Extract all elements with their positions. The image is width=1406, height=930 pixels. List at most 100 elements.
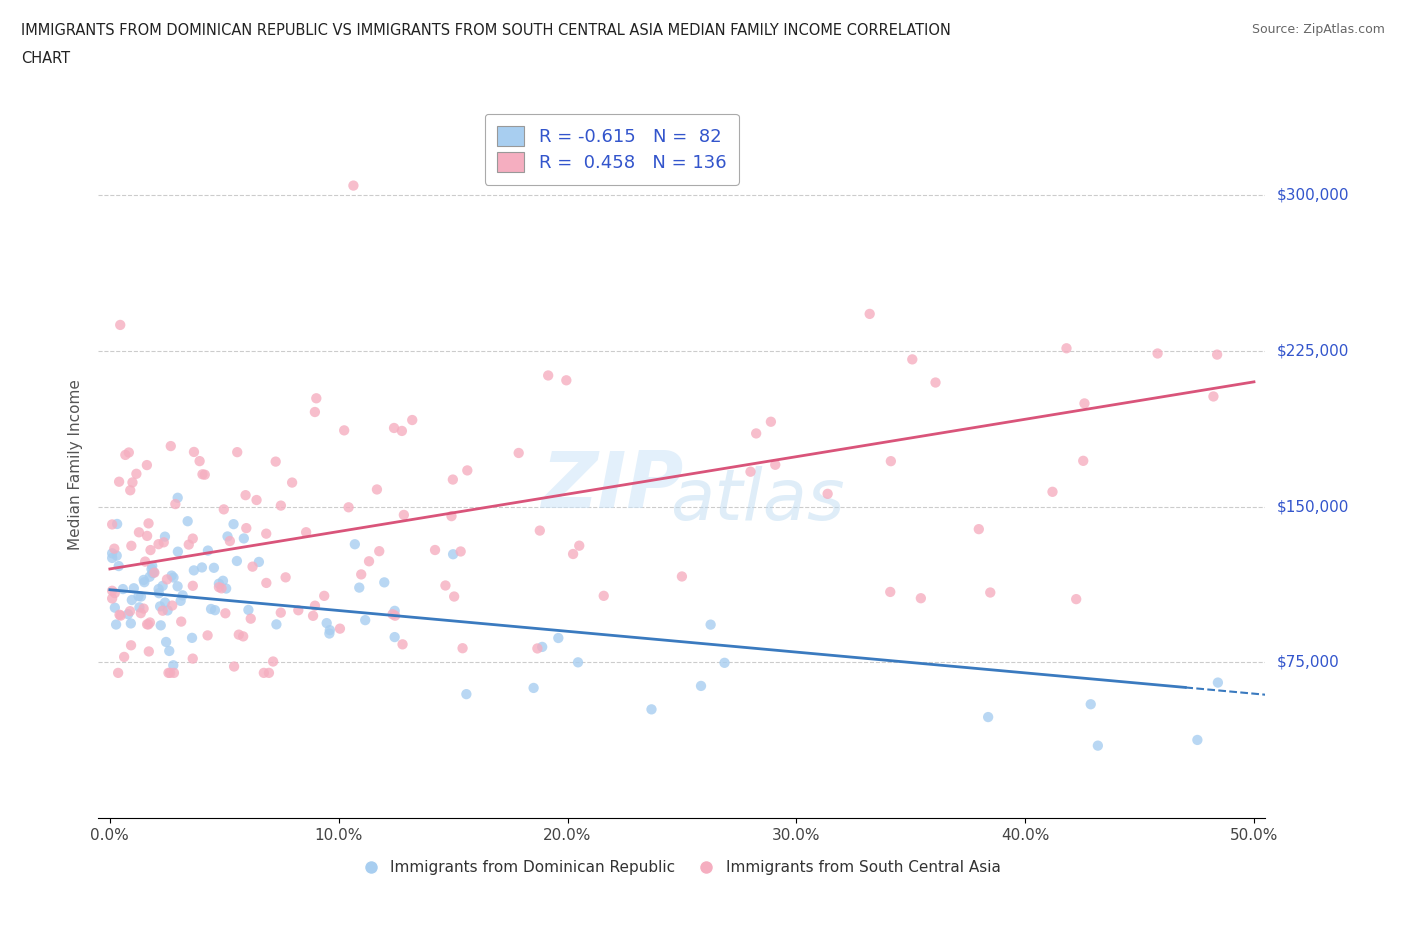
- Point: [235, 487, 257, 502]
- Point: [759, 414, 782, 429]
- Point: [160, 598, 183, 613]
- Point: [640, 702, 662, 717]
- Point: [152, 535, 174, 550]
- Point: [441, 547, 464, 562]
- Point: [350, 567, 373, 582]
- Point: [129, 605, 152, 620]
- Point: [108, 474, 131, 489]
- Point: [531, 640, 554, 655]
- Point: [129, 589, 152, 604]
- Point: [214, 605, 236, 620]
- Point: [138, 569, 160, 584]
- Point: [217, 529, 239, 544]
- Point: [222, 517, 245, 532]
- Point: [222, 659, 245, 674]
- Point: [349, 580, 371, 595]
- Point: [166, 578, 188, 593]
- Point: [235, 521, 257, 536]
- Point: [152, 604, 174, 618]
- Point: [763, 458, 786, 472]
- Point: [134, 575, 156, 590]
- Point: [901, 352, 924, 366]
- Point: [526, 641, 548, 656]
- Point: [537, 368, 560, 383]
- Point: [508, 445, 530, 460]
- Point: [148, 537, 170, 551]
- Point: [555, 373, 578, 388]
- Point: [167, 544, 190, 559]
- Text: atlas: atlas: [671, 466, 845, 535]
- Point: [1073, 396, 1095, 411]
- Point: [110, 317, 132, 332]
- Point: [197, 628, 219, 643]
- Point: [699, 618, 721, 632]
- Point: [122, 581, 145, 596]
- Point: [110, 608, 132, 623]
- Point: [191, 467, 214, 482]
- Point: [112, 649, 135, 664]
- Point: [967, 522, 990, 537]
- Point: [859, 307, 882, 322]
- Point: [304, 405, 326, 419]
- Point: [194, 467, 217, 482]
- Point: [141, 565, 163, 580]
- Point: [232, 531, 254, 546]
- Point: [232, 629, 254, 644]
- Text: $300,000: $300,000: [1277, 187, 1348, 202]
- Point: [118, 604, 141, 618]
- Point: [148, 586, 170, 601]
- Point: [135, 458, 157, 472]
- Point: [181, 631, 204, 645]
- Point: [103, 541, 125, 556]
- Point: [111, 581, 134, 596]
- Text: IMMIGRANTS FROM DOMINICAN REPUBLIC VS IMMIGRANTS FROM SOUTH CENTRAL ASIA MEDIAN : IMMIGRANTS FROM DOMINICAN REPUBLIC VS IM…: [21, 23, 950, 38]
- Point: [1146, 346, 1168, 361]
- Point: [117, 606, 139, 621]
- Point: [226, 445, 249, 459]
- Point: [314, 589, 336, 604]
- Point: [101, 517, 124, 532]
- Point: [456, 463, 478, 478]
- Point: [740, 464, 762, 479]
- Point: [977, 710, 1000, 724]
- Point: [434, 578, 457, 593]
- Point: [266, 617, 288, 631]
- Point: [368, 544, 391, 559]
- Point: [247, 554, 270, 569]
- Point: [547, 631, 569, 645]
- Point: [745, 426, 768, 441]
- Point: [101, 551, 124, 565]
- Point: [152, 578, 174, 593]
- Point: [169, 593, 191, 608]
- Point: [211, 581, 233, 596]
- Point: [139, 615, 162, 630]
- Point: [132, 601, 155, 616]
- Point: [183, 563, 205, 578]
- Point: [287, 603, 309, 618]
- Point: [245, 493, 267, 508]
- Point: [1187, 733, 1209, 748]
- Point: [1080, 697, 1102, 711]
- Point: [228, 627, 250, 642]
- Point: [270, 605, 292, 620]
- Point: [315, 616, 337, 631]
- Point: [176, 513, 198, 528]
- Point: [197, 543, 219, 558]
- Point: [304, 598, 326, 613]
- Point: [302, 608, 325, 623]
- Point: [134, 554, 156, 569]
- Point: [208, 579, 231, 594]
- Point: [162, 658, 184, 672]
- Point: [156, 572, 179, 587]
- Point: [139, 542, 162, 557]
- Point: [141, 558, 163, 573]
- Point: [120, 538, 142, 553]
- Point: [671, 569, 693, 584]
- Point: [170, 614, 193, 629]
- Text: $225,000: $225,000: [1277, 343, 1348, 358]
- Point: [149, 599, 172, 614]
- Point: [121, 475, 143, 490]
- Point: [257, 666, 280, 681]
- Point: [423, 542, 446, 557]
- Point: [910, 591, 932, 605]
